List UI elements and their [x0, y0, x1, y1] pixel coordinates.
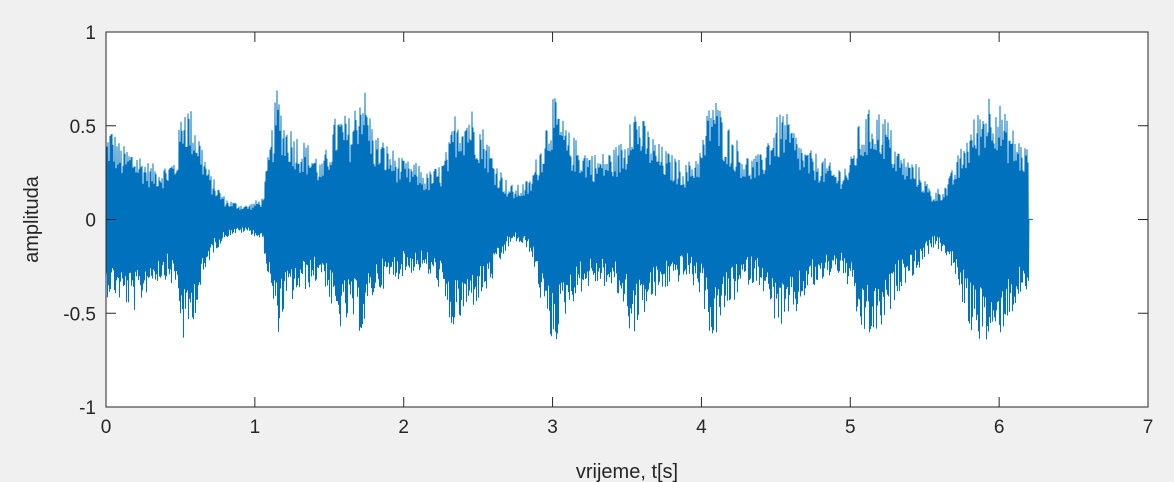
x-tick-label: 1 [250, 417, 261, 438]
x-tick-label: 6 [994, 417, 1005, 438]
x-tick-label: 2 [398, 417, 409, 438]
axis-ticks: 0 1 2 3 4 5 6 7 -1 -0.5 0 0.5 1 [63, 23, 1153, 438]
y-axis-label: amplituda [21, 175, 43, 263]
plot-content [105, 90, 1033, 340]
x-tick-label: 4 [696, 417, 707, 438]
y-tick-label: 1 [85, 23, 96, 44]
x-tick-label: 3 [547, 417, 558, 438]
x-tick-label: 5 [845, 417, 856, 438]
y-tick-label: 0.5 [70, 117, 96, 138]
x-tick-label: 7 [1143, 417, 1154, 438]
y-tick-label: 0 [85, 211, 96, 232]
waveform-core-band [106, 139, 1029, 292]
y-tick-label: -1 [79, 398, 96, 419]
y-tick-label: -0.5 [63, 304, 96, 325]
x-tick-label: 0 [101, 417, 112, 438]
x-axis-label: vrijeme, t[s] [576, 461, 678, 482]
